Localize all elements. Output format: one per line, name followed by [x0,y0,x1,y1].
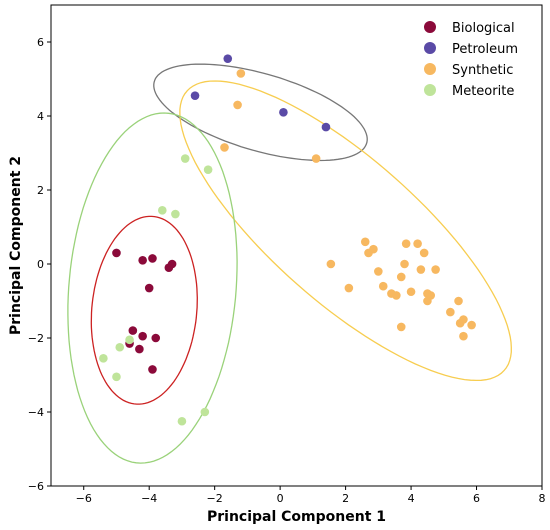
legend: Biological Petroleum Synthetic Meteorite [424,21,518,99]
data-point-meteorite [99,354,108,363]
data-point-synthetic [374,267,383,276]
data-point-synthetic [311,154,321,163]
data-point-synthetic [431,265,440,274]
data-point-synthetic [220,143,229,152]
data-point-synthetic [401,239,411,248]
legend-item-synthetic: Synthetic [424,63,513,78]
x-tick-label: 6 [473,492,480,505]
data-point-biological [128,326,138,335]
x-tick-label: −6 [76,492,92,505]
series-biological [112,248,177,374]
x-tick-label: 2 [342,492,349,505]
data-point-meteorite [112,372,121,382]
legend-label: Meteorite [452,84,514,99]
data-point-petroleum [190,91,200,100]
ellipse-meteorite [67,112,238,464]
ellipse-synthetic [179,80,512,382]
data-point-petroleum [279,108,288,117]
data-point-meteorite [125,335,134,345]
data-point-synthetic [459,315,468,324]
x-axis-label: Principal Component 1 [207,509,386,525]
data-point-biological [151,333,161,343]
x-tick-label: −2 [207,492,223,505]
legend-item-meteorite: Meteorite [424,84,514,99]
data-point-synthetic [406,287,416,297]
data-point-biological [138,331,147,341]
axis-ticks: −6 −4 −2 0 2 4 6 8 −6 −4 −2 0 2 4 6 [28,36,546,505]
y-tick-label: −4 [28,406,44,419]
y-tick-label: −2 [28,332,44,345]
y-tick-label: −6 [28,480,44,493]
data-point-meteorite [157,206,167,215]
data-point-synthetic [369,244,378,254]
legend-item-petroleum: Petroleum [424,42,518,57]
series-meteorite [99,154,213,426]
x-tick-label: 4 [408,492,415,505]
x-tick-label: 8 [539,492,546,505]
y-tick-label: 2 [37,184,44,197]
y-axis-label: Principal Component 2 [8,156,24,335]
data-point-meteorite [171,209,180,219]
data-point-synthetic [426,291,436,300]
data-point-synthetic [396,272,406,282]
data-point-synthetic [454,296,463,306]
ellipse-petroleum [153,63,368,162]
legend-marker [424,84,436,96]
data-point-synthetic [467,320,476,330]
data-point-synthetic [392,291,401,300]
data-points [99,54,476,426]
data-point-meteorite [203,165,213,174]
data-point-biological [148,254,157,263]
legend-marker [424,42,436,54]
x-tick-label: −4 [141,492,157,505]
data-point-synthetic [233,100,242,110]
legend-label: Petroleum [452,42,518,57]
series-petroleum [190,54,331,132]
data-point-meteorite [200,407,210,417]
data-point-biological [135,344,144,354]
legend-marker [424,63,436,75]
plot-frame [50,4,543,487]
data-point-synthetic [400,259,409,269]
data-point-biological [112,248,121,258]
data-point-synthetic [344,283,354,293]
data-point-petroleum [321,122,331,132]
data-point-synthetic [236,69,246,78]
y-tick-label: 0 [37,258,44,271]
data-point-meteorite [180,154,190,163]
data-point-meteorite [177,416,187,426]
cluster-ellipses [67,63,512,464]
data-point-synthetic [360,237,370,247]
data-point-synthetic [378,281,388,291]
y-tick-label: 6 [37,36,44,49]
data-point-synthetic [446,307,455,317]
data-point-synthetic [326,259,336,269]
legend-item-biological: Biological [424,21,515,36]
ellipse-biological [90,215,198,405]
data-point-synthetic [396,322,406,332]
data-point-biological [167,259,177,269]
data-point-meteorite [115,342,125,352]
data-point-biological [138,255,147,265]
y-tick-label: 4 [37,110,44,123]
legend-label: Biological [452,21,515,36]
data-point-synthetic [459,331,468,341]
data-point-synthetic [413,239,422,248]
data-point-biological [148,365,157,374]
legend-label: Synthetic [452,63,513,78]
data-point-petroleum [223,54,233,63]
series-synthetic [220,69,476,341]
data-point-biological [144,283,154,293]
x-tick-label: 0 [277,492,284,505]
data-point-synthetic [419,248,429,258]
data-point-synthetic [416,265,426,274]
legend-marker [424,21,436,33]
